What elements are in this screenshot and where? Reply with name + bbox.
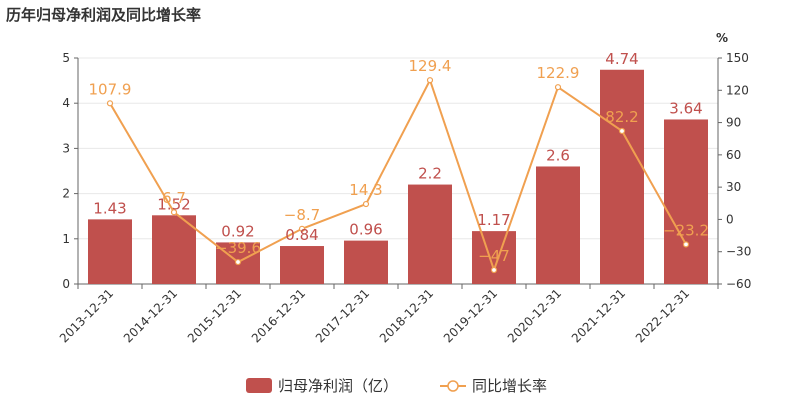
y-right-unit: % [716, 31, 728, 45]
growth-value-label: 82.2 [605, 108, 638, 126]
bar-series [88, 69, 708, 284]
legend[interactable]: 归母净利润（亿） 同比增长率 [246, 377, 547, 395]
bar[interactable] [280, 246, 324, 284]
growth-value-label: 6.7 [162, 189, 186, 207]
bar-value-label: 3.64 [669, 99, 702, 117]
x-tick-label: 2021-12-31 [569, 286, 628, 345]
chart-title: 历年归母净利润及同比增长率 [6, 6, 202, 24]
y-right-tick-label: 0 [726, 212, 734, 226]
x-tick-label: 2018-12-31 [377, 286, 436, 345]
legend-label-bar: 归母净利润（亿） [278, 377, 398, 395]
growth-value-label: −47 [478, 247, 510, 265]
growth-value-label: 14.3 [349, 181, 382, 199]
growth-value-label: −39.6 [215, 239, 261, 257]
growth-point[interactable] [490, 266, 498, 274]
bar-value-label: 1.43 [93, 199, 126, 217]
growth-value-label: −23.2 [663, 221, 709, 239]
legend-swatch-point [447, 380, 459, 392]
growth-value-label: 122.9 [537, 64, 580, 82]
y-left-tick-label: 5 [62, 51, 70, 65]
bar-value-label: 0.84 [285, 226, 318, 244]
bar-value-label: 1.52 [157, 195, 190, 213]
growth-point[interactable] [682, 241, 690, 248]
growth-point[interactable] [426, 77, 434, 84]
y-left-tick-label: 2 [62, 187, 70, 201]
x-tick-label: 2022-12-31 [633, 286, 692, 345]
growth-point[interactable] [234, 258, 242, 266]
growth-point[interactable] [554, 84, 562, 91]
x-tick-label: 2020-12-31 [505, 286, 564, 345]
growth-value-label: −8.7 [284, 206, 320, 224]
y-left-tick-label: 3 [62, 141, 70, 155]
x-tick-label: 2016-12-31 [249, 286, 308, 345]
bar[interactable] [600, 69, 644, 284]
x-tick-label: 2014-12-31 [121, 286, 180, 345]
x-tick-label: 2017-12-31 [313, 286, 372, 345]
axes: 0 1 2 3 4 5 −60 −30 0 30 60 90 120 150% 2013-12-31 2014… [57, 31, 751, 345]
bar[interactable] [408, 184, 452, 284]
legend-label-line: 同比增长率 [472, 377, 547, 395]
y-right-tick-label: −30 [726, 245, 751, 259]
bar[interactable] [664, 119, 708, 284]
y-right-tick-label: 60 [726, 148, 741, 162]
bar[interactable] [536, 166, 580, 284]
bar-value-label: 4.74 [605, 50, 638, 68]
bar[interactable] [152, 215, 196, 284]
x-tick-label: 2013-12-31 [57, 286, 116, 345]
bar[interactable] [88, 219, 132, 284]
bar[interactable] [344, 240, 388, 284]
x-tick-label: 2015-12-31 [185, 286, 244, 345]
x-tick-label: 2019-12-31 [441, 286, 500, 345]
data-labels: 1.43 1.52 0.92 0.84 0.96 2.2 1.17 2.6 4.74 3.64 10… [89, 50, 709, 265]
growth-point[interactable] [106, 100, 114, 107]
bar-value-label: 2.2 [418, 165, 442, 183]
y-right-tick-label: 90 [726, 116, 741, 130]
y-left-tick-label: 1 [62, 232, 70, 246]
growth-value-label: 129.4 [409, 57, 452, 75]
line-series [106, 77, 690, 274]
bar[interactable] [472, 231, 516, 284]
y-right-tick-label: 30 [726, 180, 741, 194]
bar-value-label: 1.17 [477, 211, 510, 229]
growth-point[interactable] [362, 200, 370, 208]
y-left-tick-label: 4 [62, 96, 70, 110]
y-right-tick-label: −60 [726, 277, 751, 291]
growth-value-label: 107.9 [89, 80, 132, 98]
y-right-tick-label: 150 [726, 51, 749, 65]
bar-value-label: 0.96 [349, 221, 382, 239]
bar-value-label: 0.92 [221, 222, 254, 240]
bar-value-label: 2.6 [546, 146, 570, 164]
growth-point[interactable] [170, 209, 178, 216]
y-left-tick-label: 0 [62, 277, 70, 291]
growth-point[interactable] [618, 127, 626, 135]
growth-line [109, 77, 687, 274]
legend-swatch-bar[interactable] [246, 378, 272, 393]
growth-point[interactable] [298, 225, 306, 232]
y-right-tick-label: 120 [726, 83, 749, 97]
